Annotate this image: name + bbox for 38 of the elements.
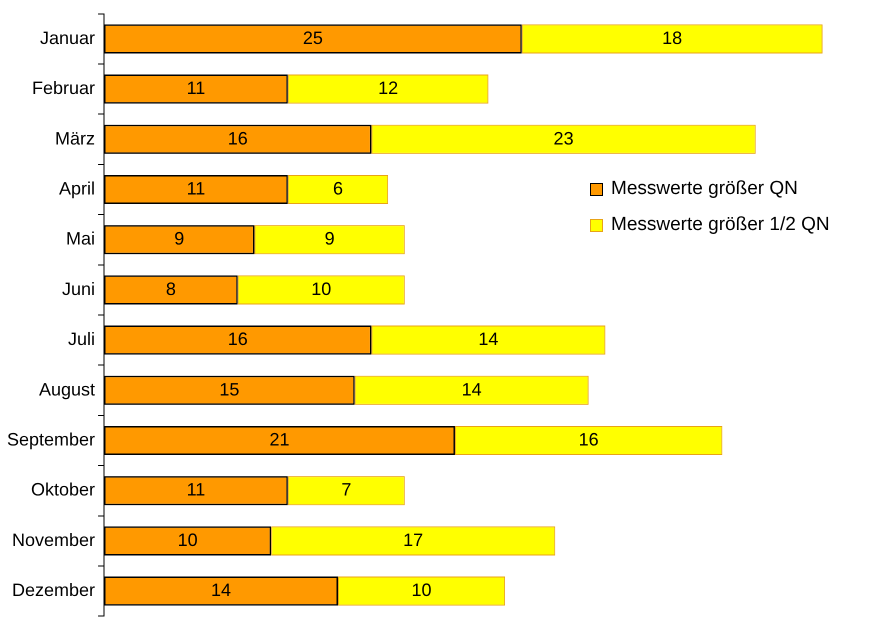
data-label: 17	[403, 530, 424, 550]
y-tick-label: Januar	[40, 28, 96, 48]
data-label: 16	[578, 429, 599, 450]
y-tick-label: Mai	[66, 228, 96, 249]
y-tick-label: September	[6, 429, 96, 450]
data-label: 14	[211, 580, 232, 600]
data-label: 12	[378, 78, 398, 98]
data-label: 11	[186, 178, 206, 198]
data-label: 9	[174, 228, 184, 249]
legend-label: Messwerte größer QN	[611, 178, 798, 200]
y-tick-label: August	[39, 379, 96, 400]
data-label: 10	[311, 278, 332, 299]
data-label: 23	[554, 128, 574, 148]
data-label: 11	[186, 480, 206, 500]
y-tick-label: Juli	[68, 329, 96, 350]
data-label: 25	[302, 28, 323, 48]
y-tick-label: November	[12, 530, 96, 550]
y-tick-label: Februar	[32, 78, 96, 98]
y-tick-label: Dezember	[12, 580, 96, 600]
data-label: 16	[228, 329, 248, 350]
data-label: 14	[478, 329, 498, 350]
y-tick-label: Juni	[62, 278, 96, 299]
data-label: 14	[462, 379, 482, 400]
y-tick-label: März	[55, 128, 96, 148]
data-label: 10	[178, 530, 198, 550]
data-label: 10	[412, 580, 432, 600]
data-label: 6	[332, 178, 343, 198]
y-tick-label: April	[59, 178, 96, 198]
data-label: 16	[228, 128, 248, 148]
data-label: 21	[269, 429, 290, 450]
data-label: 11	[186, 78, 206, 98]
data-label: 15	[219, 379, 240, 400]
legend-label: Messwerte größer 1/2 QN	[611, 214, 830, 236]
data-label: 9	[324, 228, 335, 249]
y-tick-label: Oktober	[31, 480, 96, 500]
data-label: 18	[662, 28, 682, 48]
data-label: 8	[166, 278, 176, 299]
data-label: 7	[341, 480, 352, 500]
